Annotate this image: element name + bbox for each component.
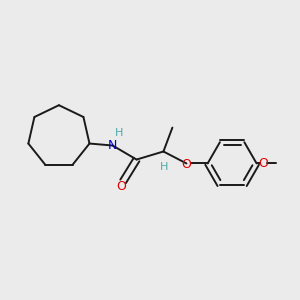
Text: O: O [258, 157, 268, 170]
Text: N: N [108, 139, 117, 152]
Text: H: H [115, 128, 123, 138]
Text: H: H [160, 162, 168, 172]
Text: O: O [182, 158, 191, 171]
Text: O: O [117, 180, 127, 193]
